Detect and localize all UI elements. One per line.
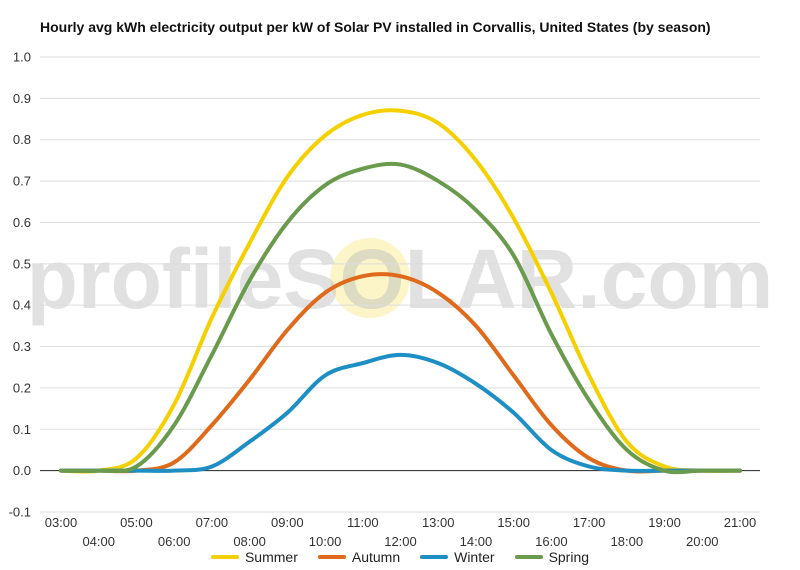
x-tick-label: 04:00 xyxy=(82,534,115,549)
x-tick-label: 09:00 xyxy=(271,515,304,530)
legend-swatch xyxy=(420,555,449,559)
x-tick-label: 10:00 xyxy=(309,534,342,549)
x-tick-label: 19:00 xyxy=(648,515,681,530)
legend-label: Summer xyxy=(244,549,298,565)
legend-swatch xyxy=(514,555,543,559)
y-tick-label: -0.1 xyxy=(9,505,31,520)
legend: Summer Autumn Winter Spring xyxy=(0,549,800,565)
y-tick-label: 1.0 xyxy=(13,50,31,65)
legend-label: Autumn xyxy=(351,549,401,565)
x-tick-label: 03:00 xyxy=(45,515,78,530)
x-tick-label: 07:00 xyxy=(196,515,229,530)
watermark-text: profileSOLAR.com xyxy=(27,232,774,326)
watermark: profileSOLAR.com xyxy=(27,232,774,326)
x-tick-label: 20:00 xyxy=(686,534,719,549)
series-lines xyxy=(59,108,742,475)
x-tick-label: 06:00 xyxy=(158,534,191,549)
series-line-winter xyxy=(59,352,742,473)
y-tick-label: 0.2 xyxy=(13,380,31,395)
legend-item-summer: Summer xyxy=(210,549,298,565)
legend-item-autumn: Autumn xyxy=(317,549,401,565)
chart-title: Hourly avg kWh electricity output per kW… xyxy=(40,19,711,35)
x-tick-label: 18:00 xyxy=(611,534,644,549)
x-tick-label: 17:00 xyxy=(573,515,606,530)
legend-item-winter: Winter xyxy=(420,549,495,565)
series-line-summer xyxy=(59,108,742,474)
y-tick-label: 0.4 xyxy=(13,298,31,313)
x-tick-label: 12:00 xyxy=(384,534,417,549)
legend-swatch xyxy=(210,555,239,559)
x-tick-label: 15:00 xyxy=(497,515,530,530)
x-tick-label: 21:00 xyxy=(724,515,757,530)
legend-label: Spring xyxy=(548,549,590,565)
watermark-sun xyxy=(330,238,410,318)
x-axis: 03:00 04:00 05:00 06:00 07:00 08:00 09:00 10:00… xyxy=(45,515,757,549)
x-tick-label: 08:00 xyxy=(233,534,266,549)
series-line-spring xyxy=(59,161,742,475)
y-tick-label: 0.3 xyxy=(13,339,31,354)
y-tick-label: 0.8 xyxy=(13,132,31,147)
x-tick-label: 05:00 xyxy=(120,515,153,530)
y-tick-label: 0.0 xyxy=(13,463,31,478)
x-tick-label: 16:00 xyxy=(535,534,568,549)
x-tick-label: 11:00 xyxy=(347,515,379,530)
y-tick-label: 0.5 xyxy=(13,256,31,271)
y-tick-label: 0.1 xyxy=(13,422,31,437)
legend-label: Winter xyxy=(454,549,495,565)
x-tick-label: 13:00 xyxy=(422,515,455,530)
y-tick-label: 0.6 xyxy=(13,215,31,230)
x-tick-label: 14:00 xyxy=(460,534,493,549)
y-tick-label: 0.9 xyxy=(13,91,31,106)
legend-item-spring: Spring xyxy=(514,549,590,565)
legend-swatch xyxy=(317,555,346,559)
y-tick-label: 0.7 xyxy=(13,174,31,189)
y-axis: 1.0 0.9 0.8 0.7 0.6 0.5 0.4 0.3 0.2 0.1 0.0 -0.1 xyxy=(9,50,31,520)
